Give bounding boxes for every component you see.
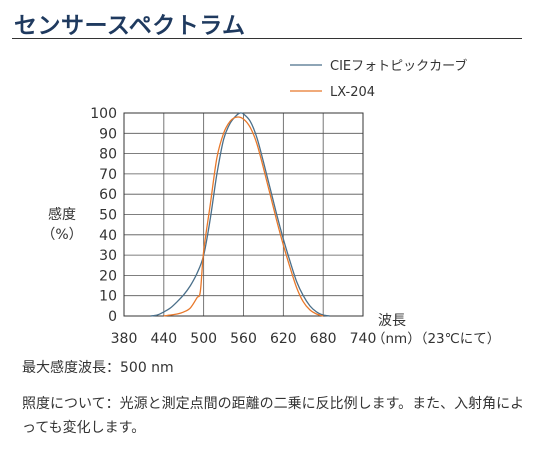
x-tick-label: 440 (150, 331, 177, 347)
y-tick-label: 40 (99, 228, 117, 244)
illuminance-note: 照度について：光源と測定点間の距離の二乗に反比例します。また、入射角によっても変… (22, 396, 525, 436)
x-tick-label: 560 (230, 331, 257, 347)
y-tick-label: 100 (90, 106, 117, 122)
x-tick-label: 620 (270, 331, 297, 347)
y-tick-label: 10 (99, 289, 117, 305)
x-axis-label: 波長 (378, 313, 406, 329)
y-tick-labels: 0 10 20 30 40 50 60 70 80 90 100 (90, 106, 117, 325)
x-tick-label: 500 (190, 331, 217, 347)
x-tick-label: 680 (310, 331, 337, 347)
chart-grid (123, 112, 364, 317)
legend-label-1: CIEフォトピックカーブ (330, 58, 467, 74)
legend-label-2: LX-204 (330, 85, 375, 100)
y-tick-label: 70 (99, 167, 117, 183)
peak-wavelength-note: 最大感度波長：500 nm (22, 360, 174, 376)
y-tick-label: 0 (108, 309, 117, 325)
x-tick-labels: 380 440 500 560 620 680 740 (111, 331, 377, 347)
y-tick-label: 30 (99, 248, 117, 264)
series-line-1 (150, 112, 330, 317)
y-tick-label: 60 (99, 187, 117, 203)
x-tick-label: 380 (111, 331, 138, 347)
plot-frame (123, 112, 364, 317)
page-title: センサースペクトラム (14, 13, 246, 39)
x-axis-unit: （nm）（23℃にて） (372, 331, 500, 347)
chart-series (150, 112, 330, 317)
y-tick-label: 20 (99, 268, 117, 284)
y-axis-unit: （%） (41, 227, 82, 243)
y-tick-label: 80 (99, 147, 117, 163)
y-axis-label: 感度 (48, 206, 76, 223)
chart-legend: CIEフォトピックカーブ LX-204 (290, 58, 467, 100)
title-underline (12, 38, 522, 39)
y-tick-label: 50 (99, 208, 117, 224)
x-tick-label: 740 (350, 331, 377, 347)
spectrum-chart: 0 10 20 30 40 50 60 70 80 90 100 380 440 500 560 620 68… (41, 58, 500, 347)
y-tick-label: 90 (99, 126, 117, 142)
series-line-2 (163, 116, 324, 317)
